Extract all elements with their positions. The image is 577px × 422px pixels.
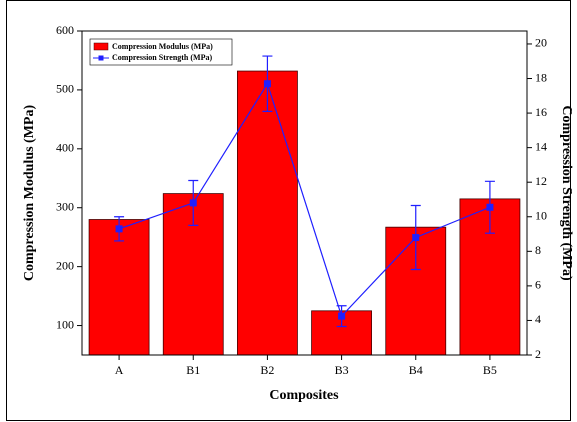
y2-tick-label: 16: [535, 105, 547, 119]
y-axis-label: Compression Modulus (MPa): [22, 105, 37, 282]
line: [118, 82, 491, 318]
line-marker: [263, 80, 271, 88]
x-tick-label: A: [115, 363, 124, 377]
y-tick-label: 100: [56, 317, 74, 331]
legend-swatch: [93, 42, 109, 51]
bar: [88, 219, 150, 356]
x-tick-label: B3: [335, 363, 349, 377]
x-tick-label: B1: [186, 363, 200, 377]
line-marker: [115, 225, 123, 233]
x-tick-label: B4: [409, 363, 423, 377]
line-marker: [486, 203, 494, 211]
y-tick-label: 600: [56, 23, 74, 37]
x-tick-label: B2: [260, 363, 274, 377]
x-tick-label: B5: [483, 363, 497, 377]
y2-tick-label: 8: [535, 243, 541, 257]
line-marker: [189, 199, 197, 207]
y2-tick-label: 18: [535, 70, 547, 84]
legend-label: Compression Modulus (MPa): [112, 42, 213, 51]
legend-label: Compression Strength (MPa): [112, 53, 212, 62]
line-marker: [338, 312, 346, 320]
y2-axis-label: Compression Strength (MPa): [559, 105, 574, 281]
y2-tick-label: 2: [535, 347, 541, 361]
y-tick-label: 500: [56, 82, 74, 96]
y-tick-label: 300: [56, 199, 74, 213]
legend-marker: [98, 55, 104, 61]
frame: [6, 0, 571, 421]
legend-box: [89, 38, 233, 66]
x-axis-label: Composites: [269, 388, 339, 403]
y-tick-label: 400: [56, 141, 74, 155]
y2-tick-label: 20: [535, 36, 547, 50]
y-tick-label: 200: [56, 258, 74, 272]
y2-tick-label: 6: [535, 278, 541, 292]
y2-tick-label: 10: [535, 209, 547, 223]
y2-tick-label: 12: [535, 174, 547, 188]
y2-tick-label: 4: [535, 312, 541, 326]
bar: [237, 70, 298, 356]
y2-tick-label: 14: [535, 139, 547, 153]
line-marker: [412, 233, 420, 241]
plot-border: [81, 30, 528, 356]
